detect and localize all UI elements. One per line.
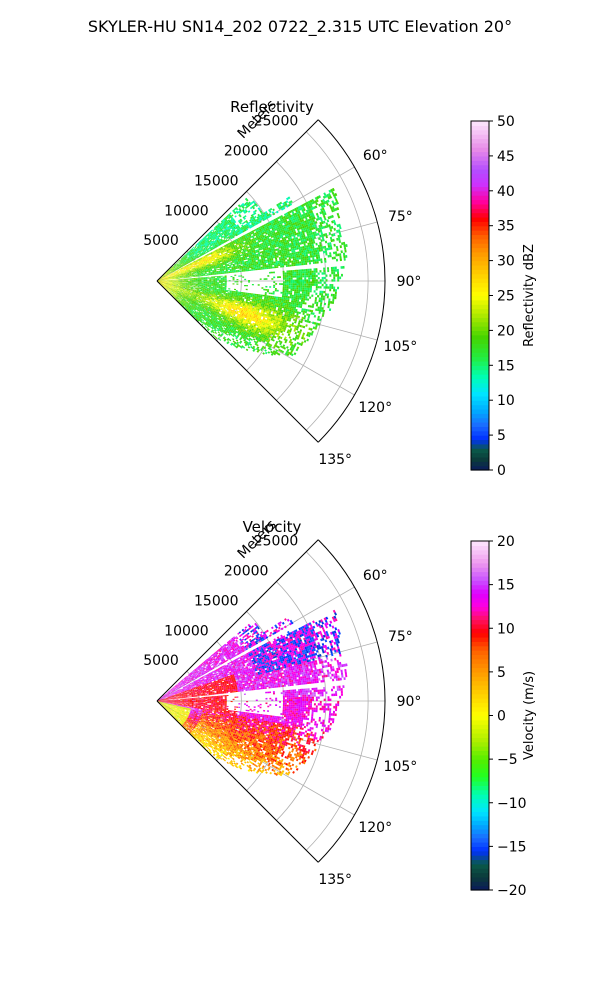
- sector-edge-end: [156, 280, 319, 443]
- colorbar-tick-label: 30: [497, 254, 515, 270]
- colorbar-tick-label: 40: [497, 184, 515, 200]
- radial-tick-label: 15000: [194, 173, 239, 189]
- radial-tick-label: 5000: [143, 653, 179, 669]
- azimuth-tick-label: 60°: [363, 568, 388, 584]
- colorbar-tick-label: 5: [497, 665, 506, 681]
- colorbar-tick-label: −10: [497, 796, 527, 812]
- colorbar-tick-label: 0: [497, 463, 506, 479]
- reflectivity-field: [157, 187, 348, 357]
- azimuth-tick-label: 60°: [363, 148, 388, 164]
- colorbar-tick-label: 5: [497, 428, 506, 444]
- colorbar-tick-label: 35: [497, 219, 515, 235]
- colorbar-tick-label: 0: [497, 709, 506, 725]
- sector-outer-arc: [317, 539, 386, 863]
- reflectivity-title: Reflectivity: [230, 98, 314, 116]
- radial-tick-label: 25000: [254, 534, 299, 550]
- reflectivity-panel: Reflectivity 5000 10000 15000 20000 25000 60…: [143, 97, 537, 479]
- colorbar-tick-label: 45: [497, 149, 515, 165]
- sector-outer-arc: [317, 119, 386, 443]
- sector-edge-start: [156, 539, 319, 702]
- reflectivity-colorbar-label: Reflectivity dBZ: [522, 244, 537, 347]
- azimuth-tick-label: 90°: [397, 694, 422, 710]
- velocity-panel: Velocity 5000 10000 15000 20000 25000 60° 75°…: [143, 517, 537, 899]
- azimuth-tick-label: 135°: [318, 872, 352, 888]
- colorbar-tick-label: −5: [497, 752, 518, 768]
- radial-tick-label: 20000: [224, 564, 269, 580]
- radial-tick-label: 10000: [164, 623, 209, 639]
- colorbar-tick-label: 10: [497, 393, 515, 409]
- azimuth-tick-label: 105°: [384, 759, 418, 775]
- azimuth-tick-label: 75°: [388, 209, 413, 225]
- azimuth-tick-label: 120°: [358, 820, 392, 836]
- velocity-colorbar-label: Velocity (m/s): [522, 671, 537, 760]
- velocity-title: Velocity: [243, 518, 302, 536]
- reflectivity-colorbar: [470, 120, 490, 471]
- colorbar-tick-label: −15: [497, 839, 527, 855]
- figure-title: SKYLER-HU SN14_202 0722_2.315 UTC Elevat…: [88, 17, 512, 37]
- radial-tick-label: 20000: [224, 144, 269, 160]
- azimuth-tick-label: 90°: [397, 274, 422, 290]
- radial-tick-label: 15000: [194, 593, 239, 609]
- radial-tick-label: 5000: [143, 233, 179, 249]
- colorbar-tick-label: 15: [497, 358, 515, 374]
- azimuth-tick-label: 120°: [358, 400, 392, 416]
- azimuth-tick-label: 105°: [384, 339, 418, 355]
- colorbar-tick-label: 10: [497, 621, 515, 637]
- sector-edge-end: [156, 700, 319, 863]
- colorbar-tick-label: 50: [497, 114, 515, 130]
- radial-tick-label: 10000: [164, 203, 209, 219]
- colorbar-tick-label: 25: [497, 289, 515, 305]
- azimuth-tick-label: 75°: [388, 629, 413, 645]
- colorbar-tick-label: 15: [497, 578, 515, 594]
- velocity-field: [157, 609, 348, 777]
- azimuth-tick-label: 135°: [318, 452, 352, 468]
- radial-tick-label: 25000: [254, 114, 299, 130]
- colorbar-tick-label: 20: [497, 323, 515, 339]
- velocity-colorbar: [470, 540, 490, 891]
- sector-edge-start: [156, 119, 319, 282]
- colorbar-tick-label: 20: [497, 534, 515, 550]
- colorbar-tick-label: −20: [497, 883, 527, 899]
